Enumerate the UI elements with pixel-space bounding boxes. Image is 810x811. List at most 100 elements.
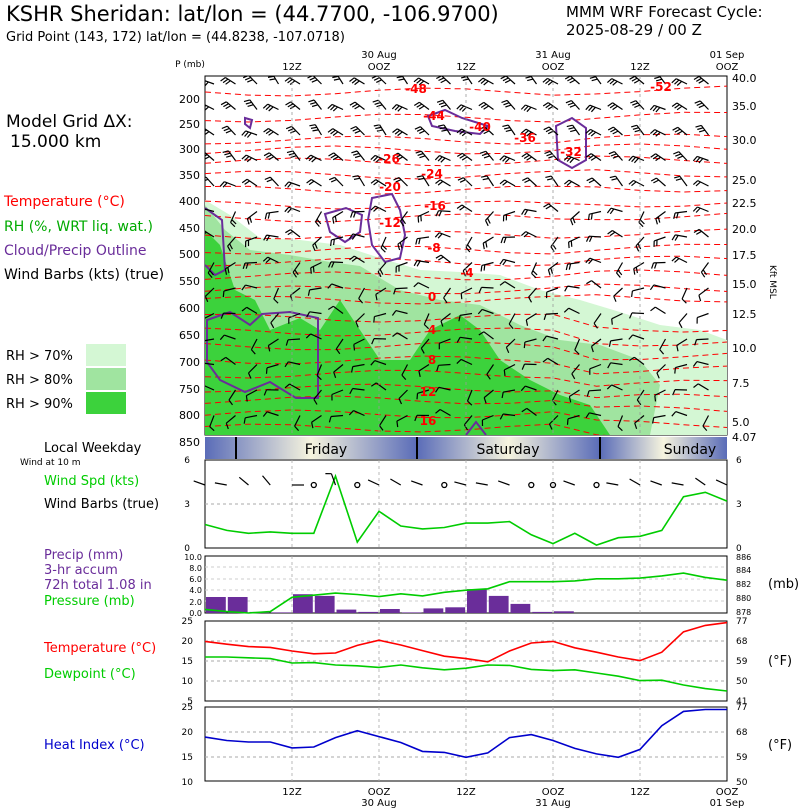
upper-wind-barb [248,364,258,374]
upper-wind-barb [439,155,451,162]
temp-ytick-c: 5 [187,697,193,707]
upper-wind-barb [502,77,509,82]
upper-wind-barb [607,102,613,107]
upper-wind-barb [265,258,271,264]
upper-wind-barb [395,261,408,268]
upper-wind-barb [334,176,344,187]
upper-wind-barb [268,131,274,136]
upper-wind-barb [636,399,642,406]
upper-wind-barb [245,236,258,242]
height-tick-label: 40.0 [732,72,757,85]
upper-wind-barb [672,126,679,131]
upper-wind-barb [486,217,491,224]
upper-wind-barb [588,236,593,243]
upper-wind-barb [485,241,488,248]
upper-wind-barb [308,180,315,186]
upper-wind-barb [483,331,494,340]
upper-wind-barb [267,256,279,264]
upper-wind-barb [396,76,403,79]
precip-bar [380,609,400,613]
upper-wind-barb [481,128,488,133]
upper-wind-barb [294,425,300,432]
pressure-axis-title: P (mb) [175,60,205,70]
weekday-sublabel: Wind at 10 m [20,458,81,468]
upper-wind-barb [542,357,549,363]
upper-wind-barb [702,415,710,427]
upper-wind-barb [628,334,634,340]
surface-wind-barb [563,480,575,486]
upper-wind-barb [333,364,344,373]
upper-wind-barb [353,177,361,180]
heat-ytick-f: 50 [736,778,748,788]
upper-wind-barb [349,101,356,106]
upper-wind-barb [632,102,639,106]
upper-wind-barb [574,349,580,355]
upper-wind-barb [507,124,516,136]
wind-ytick-right: 0 [736,544,742,554]
upper-wind-barb [398,389,408,399]
upper-wind-barb [220,101,227,106]
upper-wind-barb [694,100,701,104]
time-tick-bottom: OOZ [368,787,391,798]
panel-axes: 6 63 30 010.08.06.04.02.00.0886884882880878… [182,456,752,788]
height-tick-label: 25.0 [732,174,757,187]
upper-wind-barb [654,262,658,269]
upper-wind-barb [698,129,706,133]
surface-wind-barb [262,475,271,486]
height-tick-label: 22.5 [732,197,757,210]
upper-wind-barb [698,104,705,109]
upper-wind-barb [401,364,409,376]
upper-wind-barb [460,358,473,366]
upper-wind-barb [655,211,666,220]
upper-wind-barb [392,332,398,337]
cloud-outline [366,192,407,264]
upper-wind-barb [333,152,344,161]
upper-wind-barb [480,175,488,178]
dewpoint-label: Dewpoint (°C) [44,667,136,682]
upper-wind-barb [284,361,289,368]
temperature-label: -36 [514,131,536,145]
upper-wind-barb [306,179,312,184]
temperature-label: -52 [650,80,672,94]
forecast-cycle-value: 2025-08-29 / 00 Z [566,21,702,39]
upper-wind-barb [418,370,421,378]
upper-wind-barb [205,296,209,303]
upper-wind-barb [485,150,494,161]
upper-wind-barb [615,262,624,274]
upper-wind-barb [443,124,452,136]
upper-wind-barb [695,124,702,128]
upper-wind-barb [589,363,602,370]
upper-wind-barb [205,230,215,238]
upper-wind-barb [357,175,366,187]
pressure-tick-label: 350 [179,169,200,182]
upper-wind-barb [224,261,236,270]
upper-wind-barb [508,323,514,329]
precip-label: Precip (mm) [44,548,124,563]
upper-wind-barb [634,415,645,424]
upper-wind-barb [203,319,204,325]
upper-wind-barb [650,153,656,158]
upper-wind-barb [439,232,451,238]
upper-wind-barb [225,105,232,110]
upper-wind-barb [617,415,624,427]
upper-wind-barb [486,175,495,187]
upper-wind-barb [566,156,572,162]
upper-wind-barb [634,422,638,429]
grid-point-subtitle: Grid Point (143, 172) lat/lon = (44.8238… [6,30,345,45]
upper-wind-barb [566,124,573,128]
upper-wind-barb [310,333,322,340]
upper-wind-barb [418,105,425,110]
upper-wind-barb [460,312,473,316]
upper-wind-barb [285,339,289,346]
upper-wind-barb [482,236,494,244]
legend-rh70-swatch [86,344,126,366]
pressure-tick-label: 650 [179,329,200,342]
upper-wind-barb [350,211,354,218]
upper-wind-barb [526,407,537,416]
upper-wind-barb [633,268,636,275]
upper-wind-barb [504,179,516,187]
upper-wind-barb [694,339,698,346]
upper-wind-barb [381,244,388,250]
upper-wind-barb [205,176,215,187]
